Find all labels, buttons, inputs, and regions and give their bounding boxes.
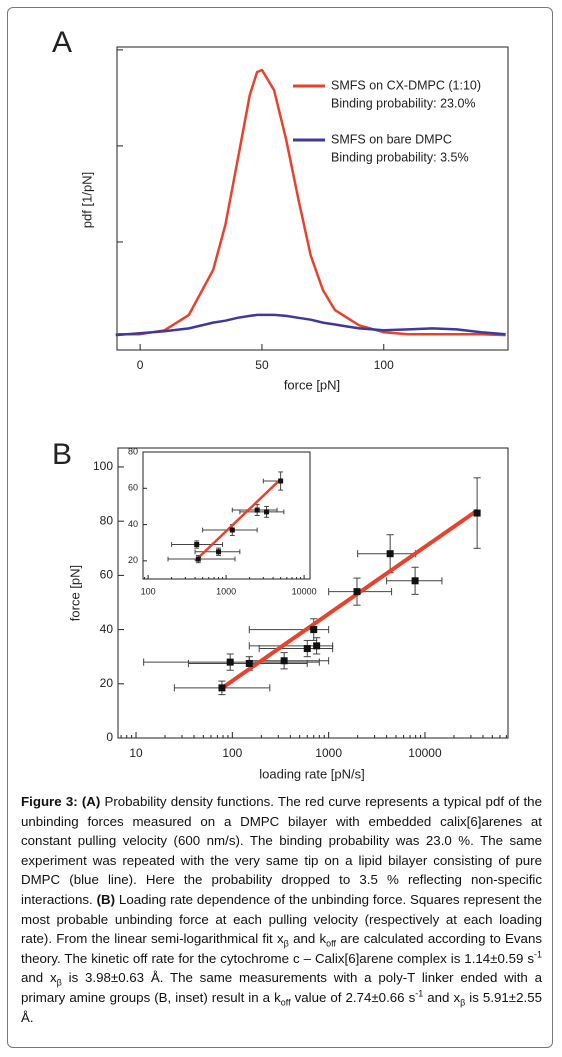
x-tick-label: 1000 (315, 746, 342, 760)
panel-label: B (52, 438, 72, 471)
point (280, 657, 288, 665)
point (353, 588, 361, 596)
x-tick-label: 100 (222, 746, 242, 760)
point (194, 542, 200, 548)
caption-sub: β (56, 978, 62, 988)
caption: Figure 3: (A) Probability density functi… (21, 792, 542, 1027)
x-axis-label: loading rate [pN/s] (259, 766, 365, 781)
caption-bold: Figure 3: (A) (21, 794, 101, 809)
plot-frame (142, 451, 311, 580)
panel-label: A (52, 26, 72, 59)
caption-text: are calculated according to Evans theory… (21, 931, 542, 966)
point (195, 556, 201, 562)
point (386, 550, 394, 558)
caption-sup: -1 (533, 949, 542, 960)
x-tick-label: 10 (129, 746, 143, 760)
caption-sup: -1 (415, 988, 424, 999)
point (245, 659, 253, 667)
y-tick-label: 60 (100, 568, 114, 582)
caption-sub: off (326, 938, 336, 949)
y-tick-label: 60 (128, 483, 138, 493)
y-tick-label: 40 (100, 622, 114, 636)
point (313, 642, 321, 650)
x-tick-label: 100 (374, 358, 394, 372)
caption-text: is 5.91±2.55 Å. (21, 989, 542, 1025)
point (229, 527, 235, 533)
y-tick-label: 100 (93, 459, 113, 473)
x-axis-label: force [pN] (284, 377, 340, 392)
y-tick-label: 20 (128, 555, 138, 565)
x-tick-label: 10000 (408, 746, 442, 760)
caption-text: and x (21, 970, 57, 986)
point (303, 645, 311, 653)
caption-sub: β (283, 938, 289, 949)
point (226, 658, 234, 666)
caption-text: and k (288, 931, 327, 947)
point (310, 626, 318, 634)
fit-line (194, 478, 282, 562)
x-tick-label: 0 (137, 358, 144, 372)
point (278, 478, 284, 484)
y-axis-label: force [pN] (67, 565, 82, 621)
x-tick-label: 1000 (216, 586, 236, 596)
caption-text: value of 2.74±0.66 s (290, 989, 416, 1005)
y-tick-label: 80 (128, 446, 138, 456)
point (216, 549, 222, 555)
x-tick-label: 10000 (292, 586, 317, 596)
caption-sub: off (280, 997, 291, 1008)
y-tick-label: 80 (100, 513, 114, 527)
y-tick-label: 40 (128, 519, 138, 529)
curve (115, 313, 506, 337)
x-tick-label: 50 (255, 358, 269, 372)
legend-label: SMFS on bare DMPC (331, 132, 452, 146)
caption-bold: (B) (96, 891, 116, 907)
point (218, 684, 226, 692)
point (264, 509, 270, 515)
legend-annotation: Binding probability: 23.0% (331, 96, 476, 110)
caption-text: is 3.98±0.63 Å. The same measurements wi… (21, 970, 543, 1005)
curve (115, 68, 506, 337)
fit-line (219, 508, 479, 691)
x-tick-label: 100 (141, 586, 156, 596)
point (411, 577, 419, 585)
y-tick-label: 0 (106, 730, 113, 744)
caption-text: Probability density functions. The red c… (21, 794, 542, 907)
caption-sub: β (460, 997, 466, 1008)
legend-annotation: Binding probability: 3.5% (331, 150, 469, 164)
y-axis-label: pdf [1/pN] (79, 172, 94, 228)
caption-text: and x (423, 989, 461, 1005)
caption-text: Loading rate dependence of the unbinding… (21, 891, 542, 947)
y-tick-label: 20 (100, 676, 114, 690)
point (473, 509, 481, 517)
figure-frame (7, 7, 553, 1048)
point (254, 507, 260, 513)
plot-frame (116, 46, 509, 351)
legend-label: SMFS on CX-DMPC (1:10) (331, 78, 481, 92)
